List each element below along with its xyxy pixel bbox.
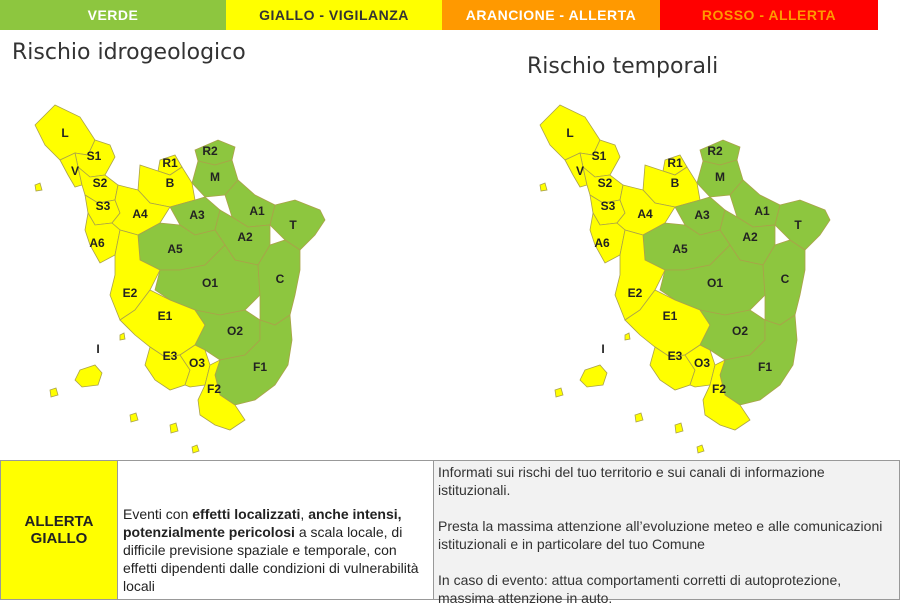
islet-1 [624, 332, 631, 341]
zone-label-o1: O1 [202, 276, 218, 290]
islet-1 [119, 332, 126, 341]
zone-label-a3: A3 [694, 208, 710, 222]
zone-label-a1: A1 [754, 204, 770, 218]
zone-label-a3: A3 [189, 208, 205, 222]
desc-bold-1: effetti localizzati [192, 506, 301, 522]
desc-text-1: Eventi con [123, 506, 193, 522]
islet-3 [169, 422, 179, 434]
zone-label-e2: E2 [123, 286, 138, 300]
alert-level-legend: VERDE GIALLO - VIGILANZA ARANCIONE - ALL… [0, 0, 878, 30]
zone-label-t: T [289, 218, 297, 232]
zone-label-e2: E2 [628, 286, 643, 300]
zone-f1 [719, 314, 798, 406]
desc-text-2: , [300, 506, 309, 522]
zone-label-o3: O3 [694, 356, 710, 370]
zone-label-e1: E1 [663, 309, 678, 323]
zone-label-a1: A1 [249, 204, 265, 218]
zone-i [579, 364, 608, 388]
legend-verde: VERDE [0, 0, 226, 30]
zone-label-l: L [566, 126, 573, 140]
info-paragraph-1: Informati sui rischi del tuo territorio … [438, 464, 825, 498]
zone-t [774, 199, 831, 251]
zone-label-s2: S2 [598, 176, 613, 190]
zone-label-f1: F1 [758, 360, 772, 374]
behavior-info: Informati sui rischi del tuo territorio … [434, 460, 900, 606]
zone-label-s1: S1 [592, 149, 607, 163]
zone-c [762, 239, 806, 326]
zone-label-e1: E1 [158, 309, 173, 323]
zone-label-a2: A2 [237, 230, 253, 244]
zone-c [257, 239, 301, 326]
legend-arancione: ARANCIONE - ALLERTA [442, 0, 660, 30]
zone-label-f2: F2 [207, 382, 221, 396]
zone-label-r2: R2 [202, 144, 218, 158]
islet-2 [129, 412, 139, 423]
zone-label-s3: S3 [96, 199, 111, 213]
zone-label-b: B [166, 176, 175, 190]
map-rischio-temporali: L S1 V S2 R1 R2 M B S3 A4 A3 A1 T A6 A2 A5 E2 O1 C E1 O2 E3 O3… [539, 104, 831, 454]
zone-label-o2: O2 [732, 324, 748, 338]
islet-3 [674, 422, 684, 434]
zone-label-l: L [61, 126, 68, 140]
zone-label-e3: E3 [668, 349, 683, 363]
zone-label-a6: A6 [89, 236, 105, 250]
zone-label-a6: A6 [594, 236, 610, 250]
info-paragraph-3: In caso di evento: attua comportamenti c… [438, 572, 842, 606]
zone-label-s1: S1 [87, 149, 102, 163]
islet-5 [34, 182, 43, 192]
zone-label-i: I [96, 342, 99, 356]
alert-level-line2: GIALLO [30, 530, 88, 547]
zone-label-f2: F2 [712, 382, 726, 396]
zone-label-r1: R1 [162, 156, 178, 170]
alert-level-box: ALLERTA GIALLO [0, 460, 118, 600]
zone-i [74, 364, 103, 388]
zone-label-a5: A5 [167, 242, 183, 256]
zone-label-v: V [576, 164, 584, 178]
zone-label-o1: O1 [707, 276, 723, 290]
zone-label-a4: A4 [132, 207, 148, 221]
zone-label-t: T [794, 218, 802, 232]
alert-level-line1: ALLERTA [24, 513, 94, 530]
map-rischio-idrogeologico: L S1 V S2 R1 R2 M B S3 A4 A3 A1 T A6 A2 A5 E2 O1 C E1 O2 E3 O3… [34, 104, 326, 454]
zone-f1 [214, 314, 293, 406]
zone-label-f1: F1 [253, 360, 267, 374]
map-title-idrogeologico: Rischio idrogeologico [12, 40, 246, 65]
info-paragraph-2: Presta la massima attenzione all’evoluzi… [438, 518, 883, 552]
islet-4 [191, 444, 200, 454]
zone-label-i: I [601, 342, 604, 356]
islet-4 [696, 444, 705, 454]
zone-f2 [702, 359, 751, 431]
islet-0 [49, 387, 59, 398]
zone-t [269, 199, 326, 251]
zone-label-m: M [715, 170, 725, 184]
zone-label-m: M [210, 170, 220, 184]
zone-label-a2: A2 [742, 230, 758, 244]
alert-description: Eventi con effetti localizzati, anche in… [118, 460, 434, 600]
legend-rosso: ROSSO - ALLERTA [660, 0, 878, 30]
zone-label-e3: E3 [163, 349, 178, 363]
desc-text-3: a scala locale, di difficile previsione … [123, 524, 419, 594]
zone-label-c: C [276, 272, 285, 286]
islet-5 [539, 182, 548, 192]
zone-label-o2: O2 [227, 324, 243, 338]
zone-label-o3: O3 [189, 356, 205, 370]
zone-label-c: C [781, 272, 790, 286]
map-title-temporali: Rischio temporali [527, 54, 719, 79]
alert-info-panel: ALLERTA GIALLO Eventi con effetti locali… [0, 458, 900, 606]
zone-label-s2: S2 [93, 176, 108, 190]
zone-label-r2: R2 [707, 144, 723, 158]
zone-label-r1: R1 [667, 156, 683, 170]
islet-2 [634, 412, 644, 423]
zone-label-a5: A5 [672, 242, 688, 256]
zone-label-s3: S3 [601, 199, 616, 213]
zone-f2 [197, 359, 246, 431]
legend-giallo: GIALLO - VIGILANZA [226, 0, 442, 30]
zone-label-b: B [671, 176, 680, 190]
zone-label-a4: A4 [637, 207, 653, 221]
zone-label-v: V [71, 164, 79, 178]
islet-0 [554, 387, 564, 398]
desc-bold-2: anche intensi, potenzialmente pericolosi [123, 506, 402, 540]
